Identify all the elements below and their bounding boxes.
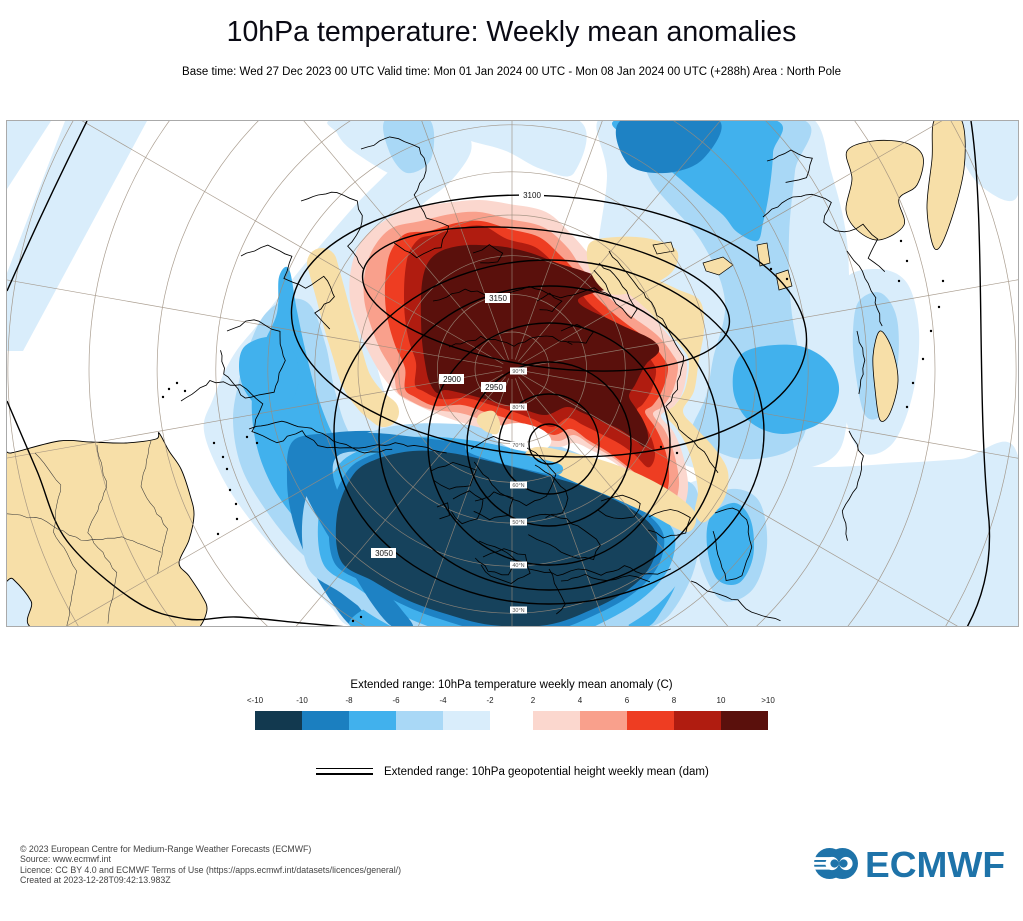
svg-text:80°N: 80°N xyxy=(512,405,524,411)
svg-text:ECMWF: ECMWF xyxy=(865,845,1005,885)
svg-text:60°N: 60°N xyxy=(512,483,524,489)
svg-text:2950: 2950 xyxy=(485,383,503,392)
svg-text:50°N: 50°N xyxy=(512,520,524,526)
svg-text:30°N: 30°N xyxy=(512,608,524,614)
svg-text:3100: 3100 xyxy=(523,191,541,200)
svg-text:3150: 3150 xyxy=(489,294,507,303)
svg-text:40°N: 40°N xyxy=(512,563,524,569)
svg-text:70°N: 70°N xyxy=(512,443,524,449)
svg-text:90°N: 90°N xyxy=(512,369,524,375)
svg-text:3050: 3050 xyxy=(375,549,393,558)
svg-text:2900: 2900 xyxy=(443,375,461,384)
